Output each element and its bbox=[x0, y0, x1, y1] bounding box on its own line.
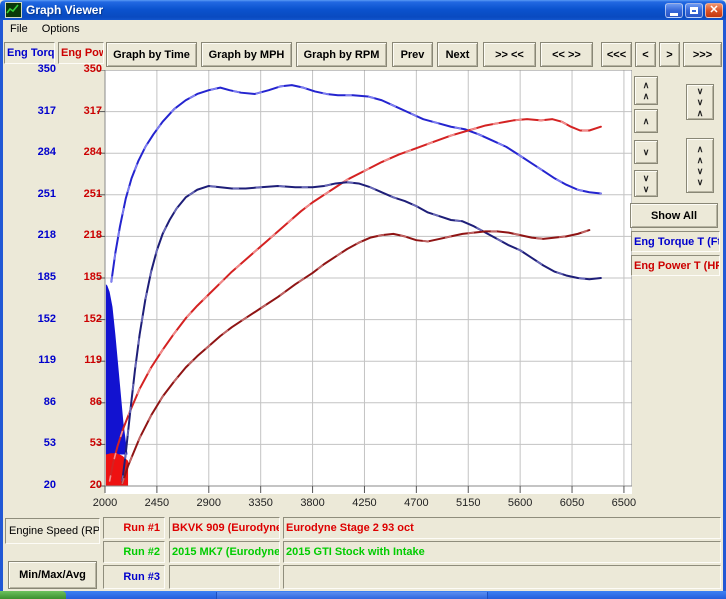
power-axis-tick-label: 317 bbox=[83, 104, 102, 117]
window-border-right bbox=[723, 20, 726, 591]
taskbar-window-button[interactable] bbox=[216, 592, 488, 599]
power-axis-tick-label: 20 bbox=[89, 479, 102, 491]
x-axis-name-box: Engine Speed (RPM) bbox=[5, 518, 100, 544]
scale-down-fast-button[interactable]: ∨ ∨ bbox=[634, 170, 658, 197]
rpm-axis-tick-label: 3350 bbox=[248, 497, 273, 509]
minimize-icon bbox=[670, 12, 678, 16]
torque-axis-tick-label: 86 bbox=[43, 395, 56, 408]
taskbar[interactable] bbox=[0, 591, 726, 599]
torque-axis-tick-label: 152 bbox=[37, 312, 56, 325]
squeeze-vertical-button[interactable]: ∨ ∨ ∧ bbox=[686, 84, 714, 120]
rpm-axis-tick-label: 4700 bbox=[404, 497, 429, 509]
next-button[interactable]: Next bbox=[437, 42, 478, 67]
scale-down-button[interactable]: ∨ bbox=[634, 140, 658, 164]
scale-up-fast-button[interactable]: ∧ ∧ bbox=[634, 76, 658, 105]
run1-label: Run #1 bbox=[103, 517, 165, 539]
torque-axis-tick-label: 20 bbox=[43, 479, 56, 491]
graph-by-rpm-button[interactable]: Graph by RPM bbox=[296, 42, 387, 67]
rpm-axis-tick-label: 4250 bbox=[352, 497, 377, 509]
prev-button[interactable]: Prev bbox=[392, 42, 433, 67]
title-bar[interactable]: Graph Viewer ✕ bbox=[0, 0, 726, 20]
rpm-axis-tick-label: 6500 bbox=[611, 497, 637, 509]
scroll-first-button[interactable]: <<< bbox=[601, 42, 632, 67]
torque-axis-tick-label: 218 bbox=[37, 229, 56, 242]
rpm-axis-tick-label: 5150 bbox=[455, 497, 481, 509]
maximize-icon bbox=[690, 7, 698, 14]
run1-file-field[interactable]: BKVK 909 (Eurodyne, B bbox=[169, 517, 280, 539]
scroll-left-button[interactable]: < bbox=[635, 42, 656, 67]
dyno-plot bbox=[97, 69, 633, 494]
run3-label: Run #3 bbox=[103, 565, 165, 589]
rpm-axis-tick-label: 2450 bbox=[144, 497, 170, 509]
torque-axis-tick-label: 317 bbox=[37, 104, 56, 117]
power-axis-tick-label: 53 bbox=[89, 437, 102, 450]
window-border-left bbox=[0, 20, 3, 591]
start-button-fragment[interactable] bbox=[0, 591, 66, 599]
close-icon: ✕ bbox=[709, 4, 719, 16]
power-axis-tick-label: 119 bbox=[84, 354, 102, 367]
torque-axis-header: Eng Torque bbox=[4, 42, 55, 64]
power-axis-tick-label: 152 bbox=[83, 312, 102, 325]
torque-axis-tick-label: 284 bbox=[37, 146, 56, 159]
rpm-axis-tick-label: 5600 bbox=[507, 497, 533, 509]
menu-file[interactable]: File bbox=[10, 22, 28, 35]
torque-axis-tick-label: 119 bbox=[38, 354, 56, 367]
squeeze-horizontal-button[interactable]: >> << bbox=[483, 42, 536, 67]
app-icon bbox=[5, 2, 22, 18]
power-axis-tick-label: 218 bbox=[83, 229, 102, 242]
power-axis-tick-label: 350 bbox=[83, 63, 102, 75]
stretch-vertical-button[interactable]: ∧ ∧ ∨ ∨ bbox=[686, 138, 714, 193]
power-axis-tick-label: 185 bbox=[83, 271, 102, 283]
run3-description-field[interactable] bbox=[283, 565, 721, 589]
torque-axis-tick-label: 251 bbox=[37, 187, 56, 200]
stretch-horizontal-button[interactable]: << >> bbox=[540, 42, 593, 67]
graph-by-mph-button[interactable]: Graph by MPH bbox=[201, 42, 292, 67]
graph-by-time-button[interactable]: Graph by Time bbox=[106, 42, 197, 67]
window-title: Graph Viewer bbox=[26, 3, 104, 17]
min-max-avg-button[interactable]: Min/Max/Avg bbox=[8, 561, 97, 589]
legend-torque: Eng Torque T (Ft-Lbs) bbox=[631, 231, 720, 252]
torque-axis-tick-label: 185 bbox=[37, 271, 56, 283]
run2-description-field[interactable]: 2015 GTI Stock with Intake bbox=[283, 541, 721, 563]
torque-axis-tick-label: 350 bbox=[37, 63, 56, 75]
power-axis-tick-label: 86 bbox=[89, 395, 102, 408]
scroll-last-button[interactable]: >>> bbox=[683, 42, 722, 67]
run2-label: Run #2 bbox=[103, 541, 165, 563]
minimize-button[interactable] bbox=[665, 3, 683, 18]
power-axis-tick-label: 284 bbox=[83, 146, 102, 159]
torque-axis-tick-label: 53 bbox=[43, 437, 56, 450]
menu-options[interactable]: Options bbox=[41, 22, 80, 35]
close-button[interactable]: ✕ bbox=[705, 3, 723, 18]
show-all-button[interactable]: Show All bbox=[630, 203, 718, 228]
legend-power: Eng Power T (HP) bbox=[631, 255, 720, 276]
run1-description-field[interactable]: Eurodyne Stage 2 93 oct bbox=[283, 517, 721, 539]
run2-file-field[interactable]: 2015 MK7 (Eurodyne, E bbox=[169, 541, 280, 563]
power-axis-tick-label: 251 bbox=[83, 187, 102, 200]
rpm-axis-tick-label: 2000 bbox=[92, 497, 118, 509]
rpm-axis-tick-label: 6050 bbox=[559, 497, 585, 509]
maximize-button[interactable] bbox=[685, 3, 703, 18]
scroll-right-button[interactable]: > bbox=[659, 42, 680, 67]
menu-bar: File Options bbox=[3, 20, 723, 37]
power-axis-header: Eng Power bbox=[58, 42, 104, 64]
rpm-axis-tick-label: 3800 bbox=[300, 497, 325, 509]
run3-file-field[interactable] bbox=[169, 565, 280, 589]
scale-up-button[interactable]: ∧ bbox=[634, 109, 658, 133]
rpm-axis-tick-label: 2900 bbox=[196, 497, 222, 509]
